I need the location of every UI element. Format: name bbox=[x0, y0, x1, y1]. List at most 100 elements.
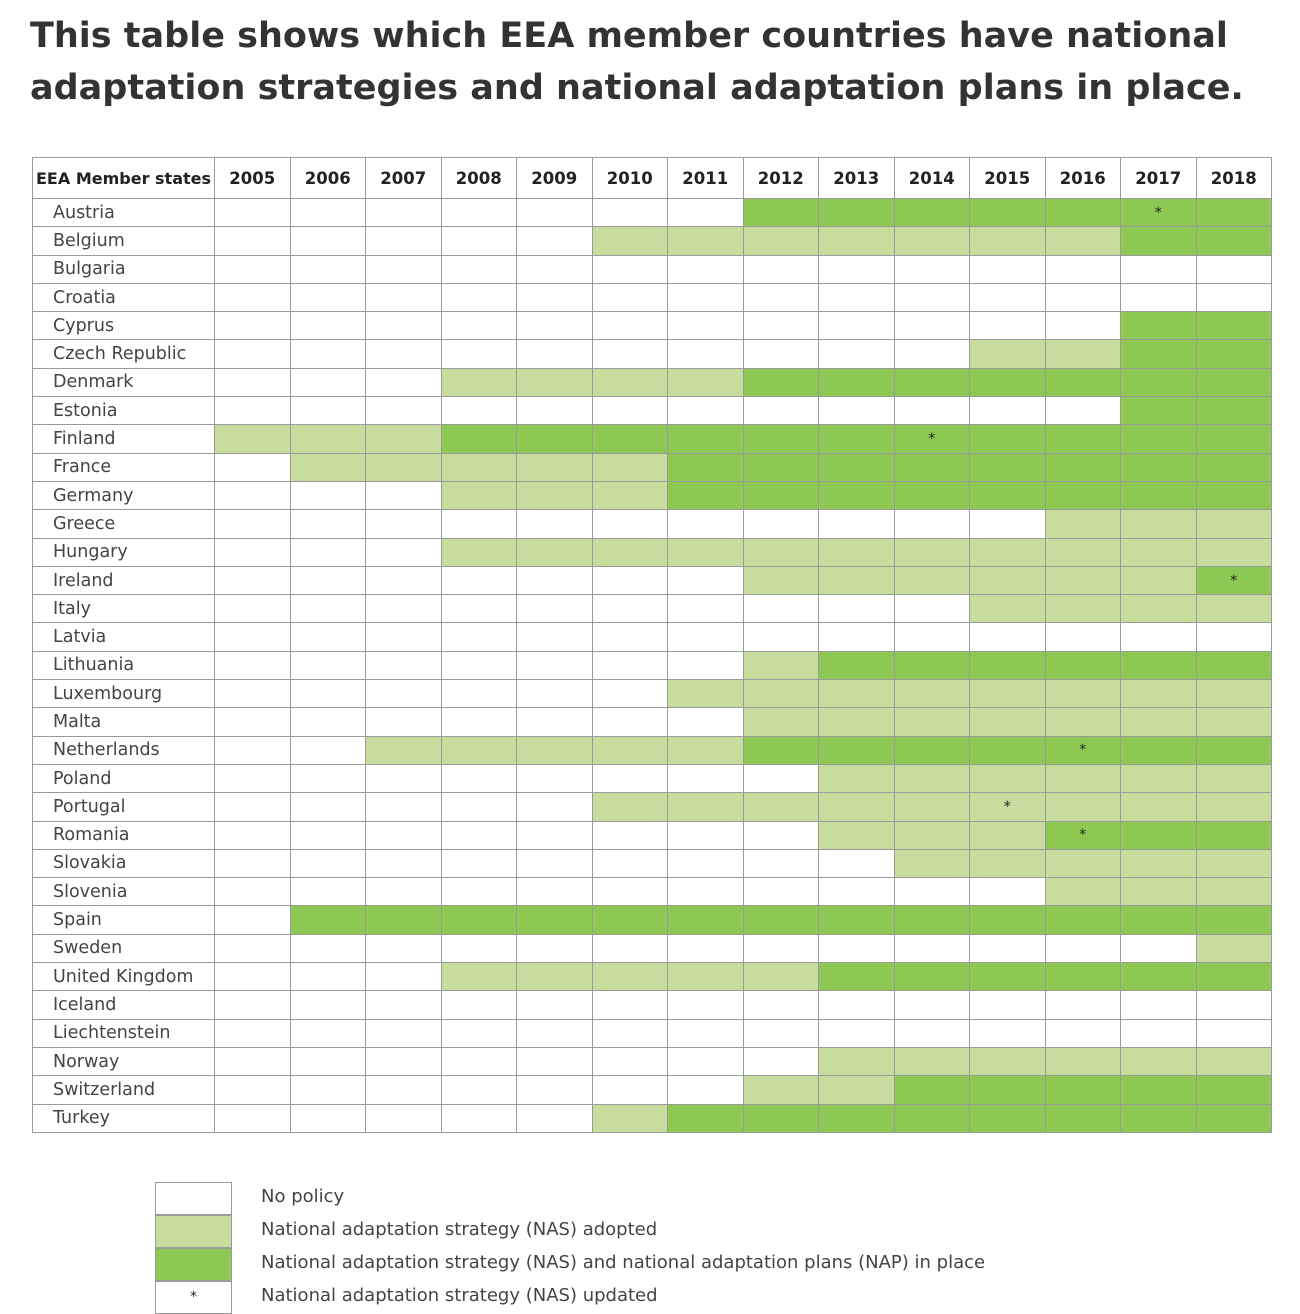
table-row: Spain bbox=[32, 905, 1272, 935]
status-cell bbox=[440, 905, 517, 935]
status-cell bbox=[365, 226, 442, 256]
country-name: France bbox=[32, 452, 215, 482]
status-cell bbox=[1195, 1075, 1272, 1105]
status-cell bbox=[818, 1075, 895, 1105]
status-cell bbox=[742, 254, 819, 284]
year-header: 2012 bbox=[742, 157, 819, 199]
status-cell bbox=[516, 226, 593, 256]
status-cell bbox=[516, 707, 593, 737]
status-cell bbox=[214, 1046, 291, 1077]
country-name: Ireland bbox=[32, 565, 215, 596]
status-cell bbox=[214, 622, 291, 652]
status-cell bbox=[214, 792, 291, 822]
status-cell bbox=[1120, 509, 1197, 539]
status-cell bbox=[516, 679, 593, 709]
year-header: 2007 bbox=[365, 157, 442, 199]
status-cell bbox=[1044, 1103, 1121, 1133]
table-row: Croatia bbox=[32, 282, 1272, 313]
table-row: Switzerland bbox=[32, 1075, 1272, 1105]
status-cell bbox=[667, 311, 744, 341]
status-cell bbox=[893, 707, 970, 737]
status-cell bbox=[1195, 622, 1272, 652]
status-cell bbox=[365, 679, 442, 709]
country-name: Malta bbox=[32, 707, 215, 737]
status-cell bbox=[969, 424, 1046, 454]
year-header: 2009 bbox=[516, 157, 593, 199]
status-cell bbox=[440, 197, 517, 228]
status-cell bbox=[742, 452, 819, 482]
status-cell bbox=[818, 1018, 895, 1048]
status-cell bbox=[1195, 594, 1272, 624]
status-cell bbox=[1044, 905, 1121, 935]
status-cell bbox=[289, 537, 366, 567]
status-cell bbox=[742, 990, 819, 1020]
status-cell bbox=[365, 311, 442, 341]
legend-label: No policy bbox=[261, 1186, 345, 1207]
status-cell bbox=[969, 707, 1046, 737]
status-cell bbox=[591, 1075, 668, 1105]
status-cell bbox=[742, 763, 819, 794]
status-cell bbox=[1120, 990, 1197, 1020]
status-cell bbox=[1120, 565, 1197, 596]
country-name: Romania bbox=[32, 820, 215, 850]
status-cell bbox=[365, 565, 442, 596]
status-cell bbox=[1044, 537, 1121, 567]
status-cell bbox=[893, 933, 970, 964]
status-cell bbox=[1120, 933, 1197, 964]
status-cell bbox=[667, 339, 744, 369]
status-cell bbox=[893, 565, 970, 596]
status-cell: * bbox=[969, 792, 1046, 822]
status-cell bbox=[1195, 1103, 1272, 1133]
status-cell bbox=[667, 679, 744, 709]
status-cell bbox=[516, 905, 593, 935]
status-cell bbox=[365, 735, 442, 765]
status-cell bbox=[214, 339, 291, 369]
country-name: Slovenia bbox=[32, 877, 215, 907]
status-cell bbox=[516, 537, 593, 567]
status-cell bbox=[1195, 792, 1272, 822]
country-name: Bulgaria bbox=[32, 254, 215, 284]
table-row: Estonia bbox=[32, 396, 1272, 426]
status-cell bbox=[289, 480, 366, 511]
status-cell bbox=[365, 1018, 442, 1048]
status-cell bbox=[289, 367, 366, 398]
year-header: 2018 bbox=[1195, 157, 1272, 199]
status-cell bbox=[591, 877, 668, 907]
status-cell bbox=[1120, 452, 1197, 482]
status-cell bbox=[289, 933, 366, 964]
status-cell bbox=[893, 537, 970, 567]
status-cell bbox=[1120, 537, 1197, 567]
status-cell bbox=[516, 1103, 593, 1133]
status-cell bbox=[893, 311, 970, 341]
country-column-header: EEA Member states bbox=[32, 157, 215, 199]
status-cell bbox=[289, 339, 366, 369]
status-cell bbox=[365, 254, 442, 284]
status-cell bbox=[440, 311, 517, 341]
status-cell bbox=[1120, 763, 1197, 794]
status-cell bbox=[365, 877, 442, 907]
status-cell bbox=[365, 509, 442, 539]
status-cell bbox=[667, 1018, 744, 1048]
status-cell bbox=[742, 424, 819, 454]
status-cell bbox=[969, 679, 1046, 709]
status-cell bbox=[969, 763, 1046, 794]
legend-swatch: * bbox=[155, 1281, 232, 1314]
status-cell bbox=[893, 367, 970, 398]
status-cell bbox=[1120, 254, 1197, 284]
status-cell bbox=[969, 339, 1046, 369]
country-name: Switzerland bbox=[32, 1075, 215, 1105]
status-cell bbox=[440, 990, 517, 1020]
status-cell bbox=[667, 254, 744, 284]
status-cell bbox=[969, 1046, 1046, 1077]
status-cell bbox=[667, 480, 744, 511]
status-cell bbox=[818, 650, 895, 681]
status-cell bbox=[1120, 679, 1197, 709]
status-cell bbox=[1120, 594, 1197, 624]
status-cell bbox=[742, 367, 819, 398]
status-cell bbox=[289, 622, 366, 652]
legend-item: National adaptation strategy (NAS) and n… bbox=[155, 1248, 1055, 1281]
status-cell bbox=[289, 311, 366, 341]
status-cell bbox=[969, 848, 1046, 879]
status-cell bbox=[516, 1075, 593, 1105]
status-cell bbox=[1044, 424, 1121, 454]
